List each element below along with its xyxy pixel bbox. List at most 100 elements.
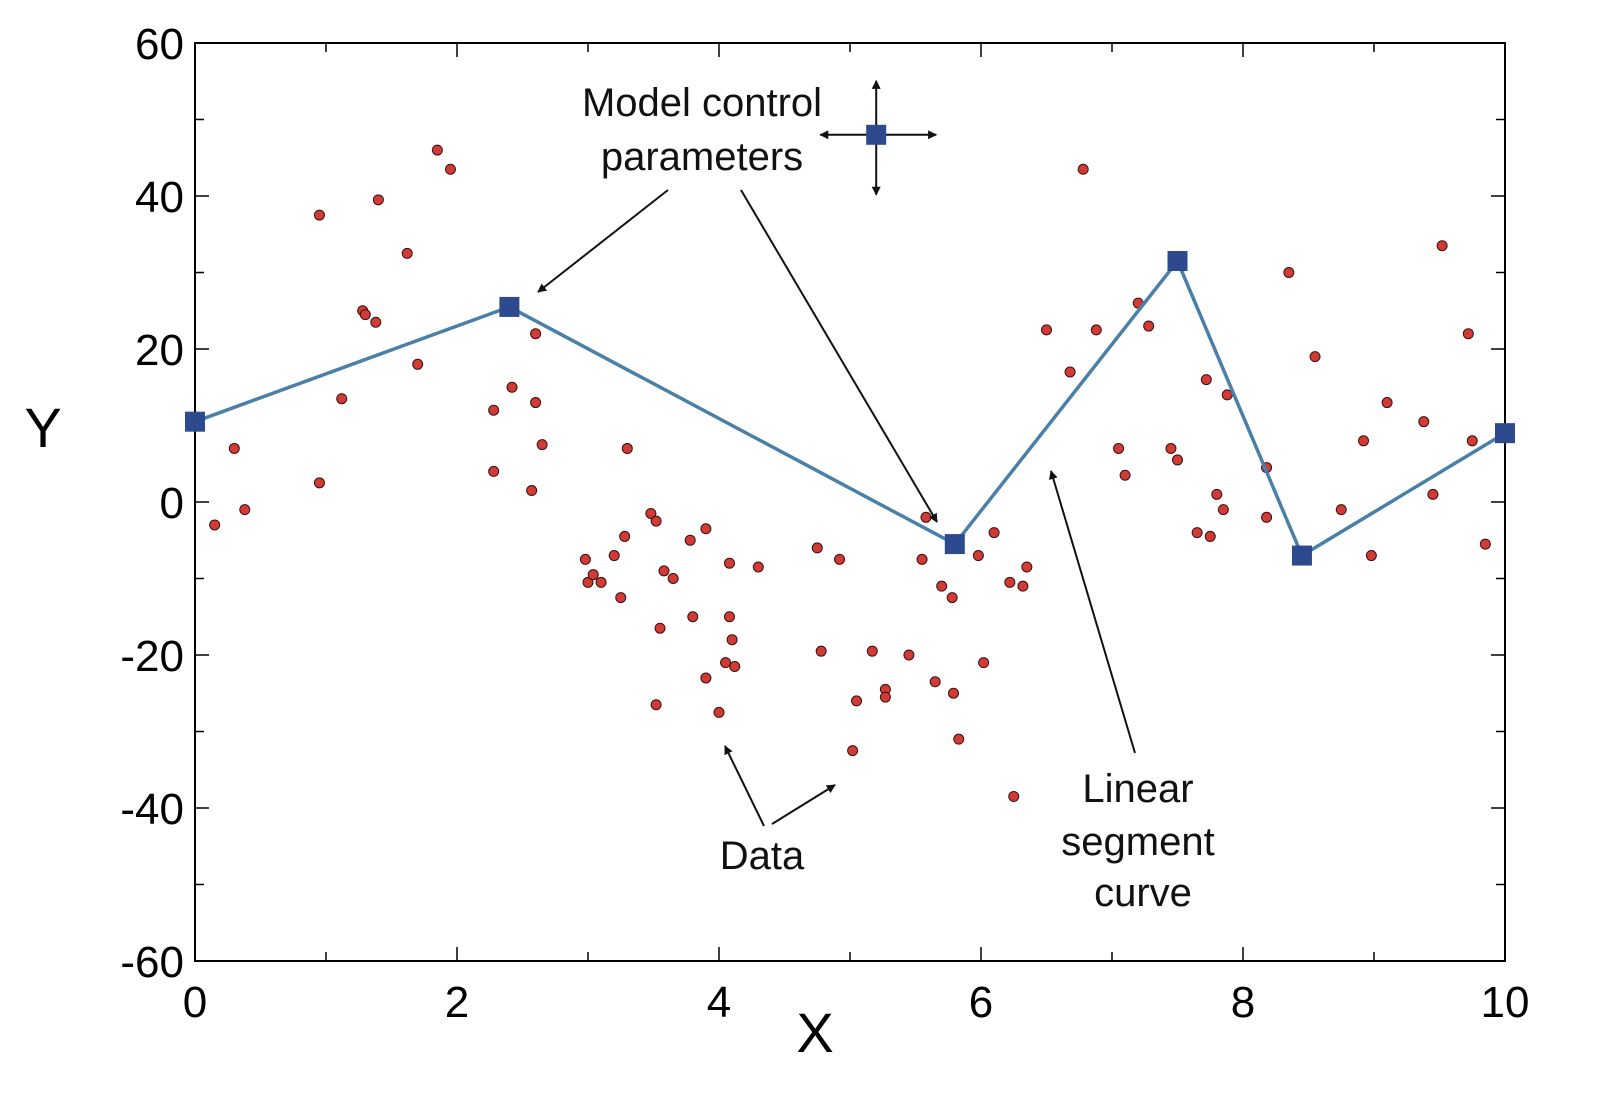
- data-point: [1211, 488, 1223, 500]
- data-point: [209, 519, 221, 531]
- data-point: [645, 507, 657, 519]
- data-point: [370, 316, 382, 328]
- data-point: [811, 542, 823, 554]
- data-point: [313, 477, 325, 489]
- x-tick-label: 0: [183, 978, 207, 1027]
- y-tick-label: -20: [120, 632, 184, 681]
- data-point: [1077, 163, 1089, 175]
- x-tick-label: 10: [1481, 978, 1530, 1027]
- data-point: [667, 573, 679, 584]
- control-point: [185, 411, 205, 432]
- data-point: [1004, 576, 1016, 588]
- data-point: [488, 465, 500, 477]
- y-tick-label: -40: [120, 785, 184, 834]
- y-tick-label: -60: [120, 938, 184, 987]
- annotation-data: Data: [720, 834, 805, 878]
- data-point: [713, 706, 725, 718]
- data-point: [1261, 511, 1273, 523]
- data-point: [587, 569, 599, 581]
- axis-ticks: [194, 42, 1506, 962]
- data-point: [851, 695, 863, 707]
- data-point: [401, 247, 413, 259]
- data-point: [488, 404, 500, 416]
- data-point: [654, 622, 666, 634]
- data-point: [815, 645, 827, 657]
- annotation-control-line2: parameters: [601, 135, 803, 179]
- data-point: [684, 534, 696, 546]
- data-point: [972, 550, 984, 562]
- x-tick-label: 8: [1231, 978, 1255, 1027]
- data-point: [847, 745, 859, 757]
- data-point: [752, 561, 764, 573]
- data-point: [1064, 366, 1076, 378]
- annotation-curve-line2: segment: [1061, 820, 1214, 864]
- x-axis-title: X: [796, 1001, 833, 1064]
- data-point: [916, 553, 928, 565]
- data-point: [1436, 240, 1448, 252]
- data-point: [834, 553, 846, 565]
- data-point: [720, 657, 732, 669]
- annotation-arrow-control-left: [537, 189, 669, 293]
- data-point: [723, 557, 735, 569]
- data-point: [729, 660, 741, 672]
- data-point: [372, 194, 384, 206]
- data-point: [536, 439, 548, 451]
- data-point: [1479, 538, 1491, 550]
- annotation-arrow-data-right: [771, 784, 836, 825]
- data-point: [1172, 454, 1183, 466]
- y-tick-label: 20: [135, 326, 184, 375]
- x-tick-label: 2: [445, 978, 469, 1027]
- data-point: [228, 442, 240, 454]
- data-point: [1309, 351, 1321, 363]
- data-point: [1283, 267, 1295, 278]
- data-point: [444, 163, 456, 175]
- data-point: [1204, 530, 1216, 542]
- data-point: [621, 442, 633, 454]
- control-point: [499, 296, 520, 317]
- data-point: [650, 515, 662, 527]
- data-point: [313, 209, 325, 221]
- annotation-curve-line1: Linear: [1082, 767, 1193, 811]
- annotation-arrow-curve: [1048, 470, 1136, 754]
- data-point: [595, 576, 607, 588]
- data-point: [920, 511, 932, 523]
- data-point: [1200, 374, 1212, 386]
- data-point: [978, 657, 990, 669]
- data-point: [530, 397, 542, 409]
- y-tick-labels: 60 40 20 0 -20 -40 -60: [120, 20, 184, 987]
- data-point: [1017, 580, 1029, 592]
- data-point: [239, 504, 251, 516]
- move-arrows-icon: [819, 79, 938, 196]
- control-point: [1495, 423, 1515, 444]
- data-point: [1466, 435, 1478, 447]
- data-point: [1191, 527, 1203, 539]
- data-point: [1418, 416, 1430, 428]
- data-point: [526, 485, 538, 497]
- x-tick-labels: 0 2 4 6 8 10: [183, 978, 1530, 1027]
- data-point: [658, 565, 670, 577]
- control-point: [1167, 251, 1188, 272]
- data-point: [879, 691, 891, 703]
- data-point: [936, 580, 948, 592]
- segment-curve-line: [194, 257, 1506, 559]
- control-points: [185, 251, 1515, 566]
- data-point: [700, 672, 712, 684]
- data-point: [1381, 397, 1393, 409]
- data-point: [953, 733, 965, 745]
- x-tick-label: 6: [969, 978, 993, 1027]
- data-point: [1041, 324, 1052, 336]
- control-point: [944, 534, 965, 555]
- data-point: [903, 649, 915, 661]
- data-point: [929, 676, 941, 688]
- data-point: [608, 550, 620, 562]
- data-point: [1427, 488, 1439, 500]
- control-point-floating: [866, 124, 887, 145]
- data-point: [1090, 324, 1102, 336]
- data-point: [700, 523, 712, 535]
- data-point: [1113, 442, 1125, 454]
- data-point: [866, 645, 878, 657]
- annotation-arrow-data-left: [724, 745, 765, 827]
- data-point: [619, 530, 631, 542]
- data-points: [209, 144, 1491, 803]
